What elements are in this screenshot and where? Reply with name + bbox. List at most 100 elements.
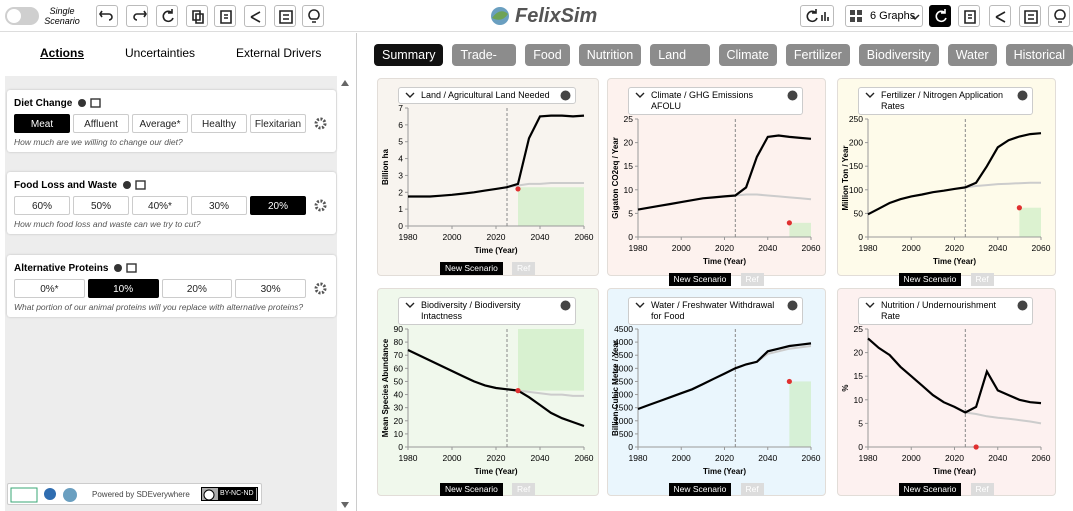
app-logo bbox=[491, 7, 509, 25]
chevron bbox=[405, 302, 415, 308]
option-button[interactable]: Flexitarian bbox=[250, 114, 306, 133]
graphs-select[interactable]: 6 Graphs bbox=[845, 5, 923, 27]
chart-header[interactable]: Land / Agricultural Land Needed bbox=[398, 87, 576, 104]
panel-tab[interactable]: External Drivers bbox=[236, 46, 322, 60]
y-tick-label: 250 bbox=[849, 114, 863, 124]
x-tick-label: 2060 bbox=[802, 453, 821, 463]
chart-header[interactable]: Water / Freshwater Withdrawal for Food bbox=[628, 297, 803, 325]
toolbar-button[interactable] bbox=[126, 5, 148, 27]
category-tab[interactable]: Land Use bbox=[650, 44, 710, 84]
series-button[interactable]: Ref bbox=[740, 483, 764, 496]
icon bbox=[279, 10, 293, 24]
series-button[interactable]: Ref bbox=[512, 483, 536, 496]
icon bbox=[162, 9, 174, 23]
goal-point bbox=[786, 378, 792, 385]
option-button[interactable]: 0%* bbox=[14, 279, 85, 298]
goal-band bbox=[518, 187, 584, 226]
option-button[interactable]: 40%* bbox=[132, 196, 188, 215]
toolbar-button[interactable] bbox=[186, 5, 208, 27]
info-icon[interactable] bbox=[560, 90, 571, 101]
info-icon[interactable] bbox=[787, 300, 798, 311]
toolbar-button[interactable] bbox=[958, 5, 980, 27]
category-tab[interactable]: Water bbox=[947, 44, 997, 66]
option-button[interactable]: 10% bbox=[87, 279, 159, 298]
toolbar-button[interactable] bbox=[929, 5, 951, 27]
toolbar-button[interactable] bbox=[274, 5, 296, 27]
toolbar-button[interactable] bbox=[1048, 5, 1070, 27]
y-tick-label: 2 bbox=[398, 187, 403, 197]
series-line bbox=[965, 181, 1041, 189]
series-line bbox=[407, 349, 585, 428]
toolbar-button[interactable] bbox=[302, 5, 324, 27]
category-tab[interactable]: Nutrition bbox=[578, 44, 642, 66]
category-tab[interactable]: Trade-Offs bbox=[452, 44, 517, 84]
series-button[interactable]: New Scenario bbox=[898, 273, 962, 286]
series-button[interactable]: New Scenario bbox=[668, 273, 732, 286]
option-button[interactable]: Affluent bbox=[73, 114, 129, 133]
option-button[interactable]: Average* bbox=[132, 114, 188, 133]
control-title: Alternative Proteins bbox=[14, 263, 109, 274]
icon-glyph bbox=[99, 10, 113, 21]
series-button[interactable]: Ref bbox=[970, 483, 994, 496]
category-tab[interactable]: Fertilizer bbox=[785, 44, 850, 66]
series-line bbox=[867, 132, 1042, 216]
series-button[interactable]: Ref bbox=[512, 262, 536, 275]
category-tab[interactable]: Biodiversity bbox=[858, 44, 939, 66]
series-button[interactable]: New Scenario bbox=[898, 483, 962, 496]
powered-by: Powered by SDEverywhere bbox=[92, 490, 190, 499]
toolbar-button[interactable] bbox=[989, 5, 1011, 27]
scenario-toggle[interactable] bbox=[5, 7, 39, 25]
chart-header[interactable]: Fertilizer / Nitrogen Application Rates bbox=[858, 87, 1033, 115]
toolbar-button[interactable] bbox=[96, 5, 118, 27]
series-button[interactable]: Ref bbox=[970, 273, 994, 286]
panel-tab[interactable]: Uncertainties bbox=[125, 46, 196, 60]
settings-gear[interactable] bbox=[314, 199, 327, 212]
series-button[interactable]: New Scenario bbox=[440, 262, 503, 275]
license-text: BY-NC-ND bbox=[218, 488, 256, 500]
option-button[interactable]: 60% bbox=[14, 196, 70, 215]
toolbar-button[interactable] bbox=[244, 5, 266, 27]
control-card: Diet Change Meat Affluent Average* Healthy Fl… bbox=[7, 90, 336, 152]
chart-header[interactable]: Biodiversity / Biodiversity Intactness bbox=[398, 297, 576, 325]
panel-tab[interactable]: Actions bbox=[40, 46, 85, 60]
info-icon[interactable] bbox=[1017, 300, 1028, 311]
control-icons[interactable] bbox=[122, 180, 148, 192]
option-button[interactable]: 50% bbox=[73, 196, 129, 215]
category-tab[interactable]: Summary bbox=[374, 44, 444, 66]
y-tick-label: 0 bbox=[628, 442, 633, 452]
icon bbox=[1054, 9, 1066, 23]
toolbar-button[interactable] bbox=[214, 5, 236, 27]
settings-gear[interactable] bbox=[314, 282, 327, 295]
panel-footer: Powered by SDEverywhere BY-NC-ND bbox=[7, 483, 262, 505]
control-icons[interactable] bbox=[113, 263, 139, 275]
option-button[interactable]: 20% bbox=[250, 196, 306, 215]
icon-glyph bbox=[162, 9, 174, 23]
series-button[interactable]: New Scenario bbox=[440, 483, 503, 496]
settings-gear[interactable] bbox=[314, 117, 327, 130]
x-tick-label: 2060 bbox=[802, 243, 821, 253]
option-button[interactable]: Healthy bbox=[191, 114, 247, 133]
category-tab[interactable]: Historical bbox=[1005, 44, 1073, 66]
option-button[interactable]: 20% bbox=[161, 279, 233, 298]
app-name: FelixSim bbox=[515, 5, 598, 27]
chevron bbox=[865, 92, 875, 98]
chart-refresh-button[interactable] bbox=[800, 5, 834, 27]
category-tab[interactable]: Food bbox=[525, 44, 570, 66]
icon bbox=[935, 9, 947, 23]
toolbar-button[interactable] bbox=[156, 5, 178, 27]
category-tab[interactable]: Climate bbox=[718, 44, 777, 66]
info-icon[interactable] bbox=[560, 300, 571, 311]
option-button[interactable]: 30% bbox=[235, 279, 306, 298]
series-button[interactable]: Ref bbox=[740, 273, 764, 286]
chart-header[interactable]: Climate / GHG Emissions AFOLU bbox=[628, 87, 803, 115]
chart-header[interactable]: Nutrition / Undernourishment Rate bbox=[858, 297, 1033, 325]
icon-glyph bbox=[250, 11, 261, 23]
series-button[interactable]: New Scenario bbox=[668, 483, 732, 496]
control-icons[interactable] bbox=[77, 98, 103, 110]
option-button[interactable]: Meat bbox=[14, 114, 70, 133]
option-button[interactable]: 30% bbox=[191, 196, 247, 215]
toolbar-button[interactable] bbox=[1019, 5, 1041, 27]
info-icon[interactable] bbox=[1017, 90, 1028, 101]
icon bbox=[133, 10, 147, 21]
info-icon[interactable] bbox=[787, 90, 798, 101]
